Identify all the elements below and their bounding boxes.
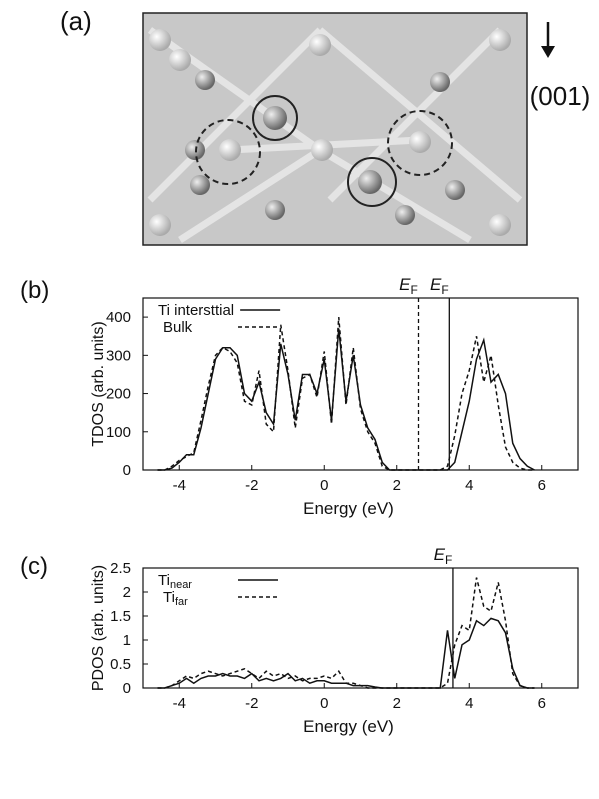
legend-name: Bulk [163, 319, 193, 336]
panel-label: (c) [20, 553, 48, 580]
figure: (a) (001) (b)-4-202460100200300400Energy… [0, 0, 599, 799]
y-axis-label: TDOS (arb. units) [90, 321, 107, 446]
fermi-label-sub: F [445, 553, 452, 567]
x-tick-label: -2 [245, 477, 258, 494]
x-tick-label: 2 [393, 477, 401, 494]
x-tick-label: 0 [320, 695, 328, 712]
y-tick-label: 100 [106, 424, 131, 441]
y-tick-label: 1.5 [110, 608, 131, 625]
fermi-label: EF [430, 275, 449, 297]
y-tick-label: 400 [106, 309, 131, 326]
x-axis-label: Energy (eV) [303, 717, 394, 736]
legend-label: Tifar [163, 589, 188, 608]
fermi-label-main: E [430, 275, 442, 294]
x-tick-label: -2 [245, 695, 258, 712]
fermi-label-sub: F [441, 283, 448, 297]
legend-label: Bulk [163, 319, 193, 336]
fermi-label-sub: F [411, 283, 418, 297]
x-tick-label: 2 [393, 695, 401, 712]
y-axis-label: PDOS (arb. units) [90, 565, 107, 691]
direction-label: (001) [530, 81, 591, 111]
legend-name: Ti intersttial [158, 302, 234, 319]
y-tick-label: 0.5 [110, 656, 131, 673]
fermi-label: EF [399, 275, 418, 297]
series-line [158, 578, 535, 688]
x-tick-label: -4 [173, 477, 186, 494]
legend-name: Ti [158, 572, 170, 589]
y-tick-label: 200 [106, 386, 131, 403]
y-tick-label: 300 [106, 347, 131, 364]
fermi-label: EF [434, 545, 453, 567]
x-tick-label: 6 [538, 477, 546, 494]
structure-image [143, 13, 527, 245]
legend-name-sub: far [175, 596, 188, 608]
fermi-label-main: E [399, 275, 411, 294]
series-line [158, 618, 535, 688]
y-tick-label: 0 [123, 680, 131, 697]
x-tick-label: -4 [173, 695, 186, 712]
y-tick-label: 2.5 [110, 560, 131, 577]
series-line [158, 317, 535, 470]
legend-label: Ti intersttial [158, 302, 234, 319]
panel-label: (a) [60, 6, 92, 36]
y-tick-label: 2 [123, 584, 131, 601]
x-tick-label: 0 [320, 477, 328, 494]
x-tick-label: 4 [465, 477, 473, 494]
fermi-label-main: E [434, 545, 446, 564]
x-axis-label: Energy (eV) [303, 499, 394, 518]
direction-arrow [541, 22, 555, 58]
x-tick-label: 4 [465, 695, 473, 712]
x-tick-label: 6 [538, 695, 546, 712]
y-tick-label: 0 [123, 462, 131, 479]
y-tick-label: 1 [123, 632, 131, 649]
panel-label: (b) [20, 277, 49, 304]
legend-name: Ti [163, 589, 175, 606]
